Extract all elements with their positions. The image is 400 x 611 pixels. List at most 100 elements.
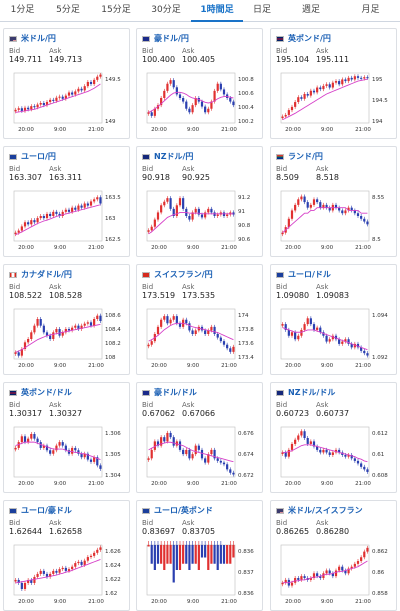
tab-3[interactable]: 30分足: [151, 5, 181, 15]
pair-name[interactable]: NZドル/円: [154, 152, 194, 161]
card-title[interactable]: 米ドル/スイスフラン: [276, 505, 394, 516]
candle: [89, 81, 93, 85]
candle: [207, 208, 210, 213]
pair-name[interactable]: スイスフラン/円: [154, 270, 213, 279]
tab-1[interactable]: 5分足: [56, 5, 80, 15]
candle: [156, 545, 160, 564]
card-title[interactable]: 英ポンド/円: [276, 33, 394, 44]
card-title[interactable]: ユーロ/英ポンド: [142, 505, 260, 516]
pair-name[interactable]: 米ドル/円: [21, 34, 56, 43]
tab-0[interactable]: 1分足: [10, 5, 35, 15]
candlestick-chart[interactable]: 0.676 0.674 0.672 20:00 9:00 21:00: [141, 423, 259, 489]
card-title[interactable]: スイスフラン/円: [142, 269, 260, 280]
candle: [210, 208, 213, 213]
ask-value: 149.713: [49, 55, 83, 64]
moving-average-line: [15, 204, 101, 236]
card-title[interactable]: ユーロ/豪ドル: [9, 505, 127, 516]
tab-6[interactable]: 週足: [301, 5, 320, 15]
card-title[interactable]: ランド/円: [276, 151, 394, 162]
rate-card[interactable]: 米ドル/スイスフラン Bid Ask 0.86265 0.86280 0.862 0.86 0…: [270, 500, 397, 611]
candlestick-chart[interactable]: 1.626 1.624 1.622 1.62 20:00 9:00 21:00: [8, 541, 126, 607]
candle: [172, 80, 175, 88]
rate-card[interactable]: ユーロ/英ポンド Bid Ask 0.83697 0.83705 0.836 0.837 0.…: [136, 500, 263, 611]
pair-name[interactable]: ユーロ/円: [21, 152, 56, 161]
rate-card[interactable]: 英ポンド/ドル Bid Ask 1.30317 1.30327 1.306 1.305 1.3…: [3, 382, 130, 493]
chart-frame: [146, 308, 236, 360]
ask-label: Ask: [316, 401, 329, 409]
candlestick-chart[interactable]: 1.306 1.305 1.304 20:00 9:00 21:00: [8, 423, 126, 489]
ask-label: Ask: [182, 519, 195, 527]
pair-name[interactable]: 英ポンド/円: [288, 34, 331, 43]
y-tick-label: 149.5: [105, 77, 121, 83]
candlestick-chart[interactable]: 195 194.5 194 20:00 9:00 21:00: [275, 69, 393, 135]
candlestick-chart[interactable]: 149.5 149 20:00 9:00 21:00: [8, 69, 126, 135]
y-tick-label: 173.6: [238, 341, 254, 347]
candle: [58, 329, 61, 336]
candle: [150, 545, 153, 564]
rate-card[interactable]: NZドル/ドル Bid Ask 0.60723 0.60737 0.612 0.61 0.60…: [270, 382, 397, 493]
rate-card[interactable]: スイスフラン/円 Bid Ask 173.519 173.535 174 173.8 173.…: [136, 264, 263, 375]
rate-card[interactable]: ユーロ/円 Bid Ask 163.307 163.311 163.5 163 162.5 20…: [3, 146, 130, 257]
card-title[interactable]: 豪ドル/ドル: [142, 387, 260, 398]
candle: [58, 96, 61, 98]
rate-card[interactable]: 英ポンド/円 Bid Ask 195.104 195.111 195 194.5 194 20:…: [270, 28, 397, 139]
rate-card[interactable]: 豪ドル/ドル Bid Ask 0.67062 0.67066 0.676 0.674 0.67…: [136, 382, 263, 493]
candle: [80, 325, 83, 329]
pair-name[interactable]: ユーロ/ドル: [288, 270, 331, 279]
candle: [210, 101, 213, 109]
candle: [194, 208, 197, 213]
rate-card[interactable]: ランド/円 Bid Ask 8.509 8.518 8.55 8.5 20:00 9:00 21:…: [270, 146, 397, 257]
card-title[interactable]: 英ポンド/ドル: [9, 387, 127, 398]
candlestick-chart[interactable]: 0.612 0.61 0.608 20:00 9:00 21:00: [275, 423, 393, 489]
candlestick-chart[interactable]: 163.5 163 162.5 20:00 9:00 21:00: [8, 187, 126, 253]
rate-card[interactable]: ユーロ/豪ドル Bid Ask 1.62644 1.62658 1.626 1.624 1.6…: [3, 500, 130, 611]
rate-card[interactable]: ユーロ/ドル Bid Ask 1.09080 1.09083 1.094 1.092 20:0…: [270, 264, 397, 375]
pair-name[interactable]: ランド/円: [288, 152, 323, 161]
pair-name[interactable]: 豪ドル/円: [154, 34, 189, 43]
rate-card[interactable]: カナダドル/円 Bid Ask 108.522 108.528 108.6 108.4 108…: [3, 264, 130, 375]
ask-label: Ask: [49, 401, 62, 409]
pair-name[interactable]: 豪ドル/ドル: [154, 388, 197, 397]
candlestick-chart[interactable]: 100.8 100.6 100.4 100.2 20:00 9:00 21:00: [141, 69, 259, 135]
pair-name[interactable]: 米ドル/スイスフラン: [288, 506, 363, 515]
candlestick-chart[interactable]: 174 173.8 173.6 173.4 20:00 9:00 21:00: [141, 305, 259, 371]
tab-5[interactable]: 日足: [252, 5, 271, 15]
pair-name[interactable]: ユーロ/豪ドル: [21, 506, 72, 515]
candlestick-chart[interactable]: 108.6 108.4 108.2 108 20:00 9:00 21:00: [8, 305, 126, 371]
candle: [338, 566, 341, 571]
pair-name[interactable]: NZドル/ドル: [288, 388, 336, 397]
candle: [319, 576, 322, 579]
tab-2[interactable]: 15分足: [101, 5, 131, 15]
tab-4[interactable]: 1時間足: [191, 0, 243, 22]
candle: [42, 103, 45, 106]
card-title[interactable]: NZドル/円: [142, 151, 260, 162]
card-title[interactable]: ユーロ/円: [9, 151, 127, 162]
card-title[interactable]: 豪ドル/円: [142, 33, 260, 44]
candlestick-chart[interactable]: 91.2 91 90.8 90.6 20:00 9:00 21:00: [141, 187, 259, 253]
candlestick-chart[interactable]: 1.094 1.092 20:00 9:00 21:00: [275, 305, 393, 371]
card-title[interactable]: NZドル/ドル: [276, 387, 394, 398]
candle: [30, 220, 33, 225]
candle: [194, 445, 197, 455]
card-title[interactable]: カナダドル/円: [9, 269, 127, 280]
candle: [33, 220, 36, 223]
candle: [210, 449, 213, 455]
candle: [30, 579, 33, 583]
pair-name[interactable]: 英ポンド/ドル: [21, 388, 72, 397]
tab-7[interactable]: 月足: [361, 5, 380, 15]
candle: [96, 457, 99, 466]
rate-card[interactable]: NZドル/円 Bid Ask 90.918 90.925 91.2 91 90.8 90.6 20…: [136, 146, 263, 257]
candle: [147, 230, 150, 232]
candlestick-chart[interactable]: 0.836 0.837 0.836 20:00 9:00 21:00: [141, 541, 259, 607]
pair-name[interactable]: ユーロ/英ポンド: [154, 506, 213, 515]
rate-card[interactable]: 米ドル/円 Bid Ask 149.711 149.713 149.5 149 20:00 9:…: [3, 28, 130, 139]
candle: [297, 435, 300, 440]
candlestick-chart[interactable]: 8.55 8.5 20:00 9:00 21:00: [275, 187, 393, 253]
candlestick-chart[interactable]: 0.862 0.86 0.858 20:00 9:00 21:00: [275, 541, 393, 607]
candle: [334, 570, 338, 577]
card-title[interactable]: ユーロ/ドル: [276, 269, 394, 280]
card-title[interactable]: 米ドル/円: [9, 33, 127, 44]
pair-name[interactable]: カナダドル/円: [21, 270, 72, 279]
candle: [175, 87, 178, 95]
rate-card[interactable]: 豪ドル/円 Bid Ask 100.400 100.405 100.8 100.6 100.4…: [136, 28, 263, 139]
